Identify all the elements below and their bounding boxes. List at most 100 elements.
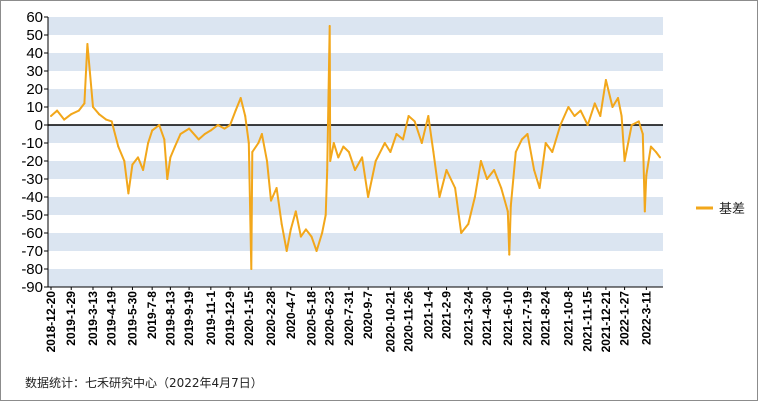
x-tick-label: 2020-9-7 bbox=[361, 291, 375, 339]
data-point bbox=[374, 160, 377, 162]
data-point bbox=[654, 151, 657, 153]
x-tick-label: 2020-5-18 bbox=[304, 291, 318, 346]
data-point bbox=[163, 138, 166, 141]
y-tick-label: 20 bbox=[26, 81, 43, 98]
data-point bbox=[332, 142, 335, 144]
x-tick-label: 2021-8-24 bbox=[539, 291, 553, 346]
data-point bbox=[337, 156, 340, 159]
data-point bbox=[105, 118, 108, 121]
data-point bbox=[593, 102, 596, 105]
data-point bbox=[179, 133, 182, 135]
x-tick-label: 2022-1-27 bbox=[618, 291, 632, 346]
data-point bbox=[324, 214, 327, 216]
data-point bbox=[70, 113, 73, 116]
data-point bbox=[402, 138, 405, 141]
x-tick-label: 2021-7-19 bbox=[520, 291, 534, 346]
x-tick-label: 2020-4-7 bbox=[284, 291, 298, 339]
y-tick-label: -30 bbox=[21, 171, 43, 188]
data-point bbox=[559, 124, 562, 126]
data-point bbox=[508, 253, 511, 256]
grid-band bbox=[48, 17, 663, 35]
data-point bbox=[637, 120, 640, 123]
x-tick-label: 2021-11-15 bbox=[581, 291, 595, 352]
y-tick-label: -70 bbox=[21, 243, 43, 260]
x-tick-label: 2021-12-21 bbox=[599, 291, 613, 353]
data-point bbox=[151, 129, 154, 132]
data-point bbox=[623, 160, 626, 162]
grid-band bbox=[48, 269, 663, 287]
data-point bbox=[395, 133, 398, 135]
x-tick-label: 2022-3-11 bbox=[639, 291, 653, 345]
y-tick-label: -80 bbox=[21, 261, 43, 278]
data-point bbox=[294, 210, 297, 213]
x-tick-label: 2021-10-8 bbox=[561, 291, 575, 346]
x-tick-label: 2021-1-4 bbox=[421, 291, 435, 339]
y-tick-label: -60 bbox=[21, 225, 43, 242]
data-point bbox=[641, 133, 644, 135]
data-point bbox=[479, 160, 482, 162]
data-point bbox=[506, 210, 509, 213]
y-tick-label: 30 bbox=[26, 63, 43, 80]
data-point bbox=[445, 169, 448, 171]
data-point bbox=[250, 268, 253, 270]
x-tick-label: 2020-10-21 bbox=[383, 291, 397, 353]
data-point bbox=[257, 142, 260, 144]
data-point bbox=[91, 106, 94, 108]
y-tick-label: 50 bbox=[26, 27, 43, 44]
grid-band bbox=[48, 89, 663, 107]
data-point bbox=[620, 115, 623, 117]
data-point bbox=[137, 156, 139, 159]
data-point bbox=[533, 169, 536, 171]
x-tick-label: 2019-8-13 bbox=[163, 291, 177, 346]
data-point bbox=[234, 109, 237, 112]
grid-band bbox=[48, 125, 663, 143]
data-point bbox=[270, 199, 273, 202]
data-point bbox=[567, 106, 570, 108]
data-point bbox=[473, 196, 476, 198]
data-point bbox=[427, 115, 430, 117]
data-point bbox=[98, 113, 101, 116]
legend-label: 基差 bbox=[719, 202, 745, 217]
data-point bbox=[173, 145, 176, 148]
grid-band bbox=[48, 233, 663, 251]
data-point bbox=[579, 109, 582, 112]
data-point bbox=[353, 169, 356, 171]
y-tick-label: -50 bbox=[21, 207, 43, 224]
data-point bbox=[526, 133, 529, 135]
data-point bbox=[630, 124, 633, 126]
data-point bbox=[117, 145, 120, 148]
x-tick-label: 2020-1-15 bbox=[242, 291, 256, 346]
data-point bbox=[361, 156, 364, 159]
x-tick-label: 2019-1-29 bbox=[64, 291, 78, 346]
x-tick-label: 2019-7-8 bbox=[145, 291, 159, 339]
y-tick-label: 0 bbox=[35, 117, 43, 134]
data-point bbox=[188, 127, 191, 130]
grid-band bbox=[48, 53, 663, 71]
data-point bbox=[500, 187, 503, 189]
x-tick-label: 2018-12-20 bbox=[44, 291, 58, 353]
y-tick-label: 40 bbox=[26, 45, 43, 62]
x-tick-label: 2021-6-10 bbox=[501, 291, 515, 346]
data-point bbox=[321, 232, 324, 234]
data-point bbox=[544, 142, 547, 144]
data-point bbox=[131, 163, 134, 166]
data-point bbox=[586, 124, 589, 126]
data-point bbox=[285, 250, 288, 252]
data-point bbox=[486, 178, 489, 180]
data-point bbox=[407, 115, 410, 117]
data-point bbox=[166, 178, 169, 180]
data-point bbox=[367, 196, 370, 198]
x-tick-label: 2020-6-23 bbox=[323, 291, 337, 346]
y-tick-label: 10 bbox=[26, 99, 43, 116]
x-tick-label: 2021-4-30 bbox=[480, 291, 494, 346]
y-tick-label: -20 bbox=[21, 153, 43, 170]
data-point bbox=[509, 205, 512, 207]
data-point bbox=[454, 187, 457, 189]
data-point bbox=[420, 142, 423, 144]
y-tick-label: -90 bbox=[21, 279, 43, 296]
data-point bbox=[203, 133, 206, 135]
data-point bbox=[275, 187, 278, 189]
data-point bbox=[260, 133, 263, 135]
data-point bbox=[347, 151, 350, 153]
data-point bbox=[514, 151, 517, 153]
